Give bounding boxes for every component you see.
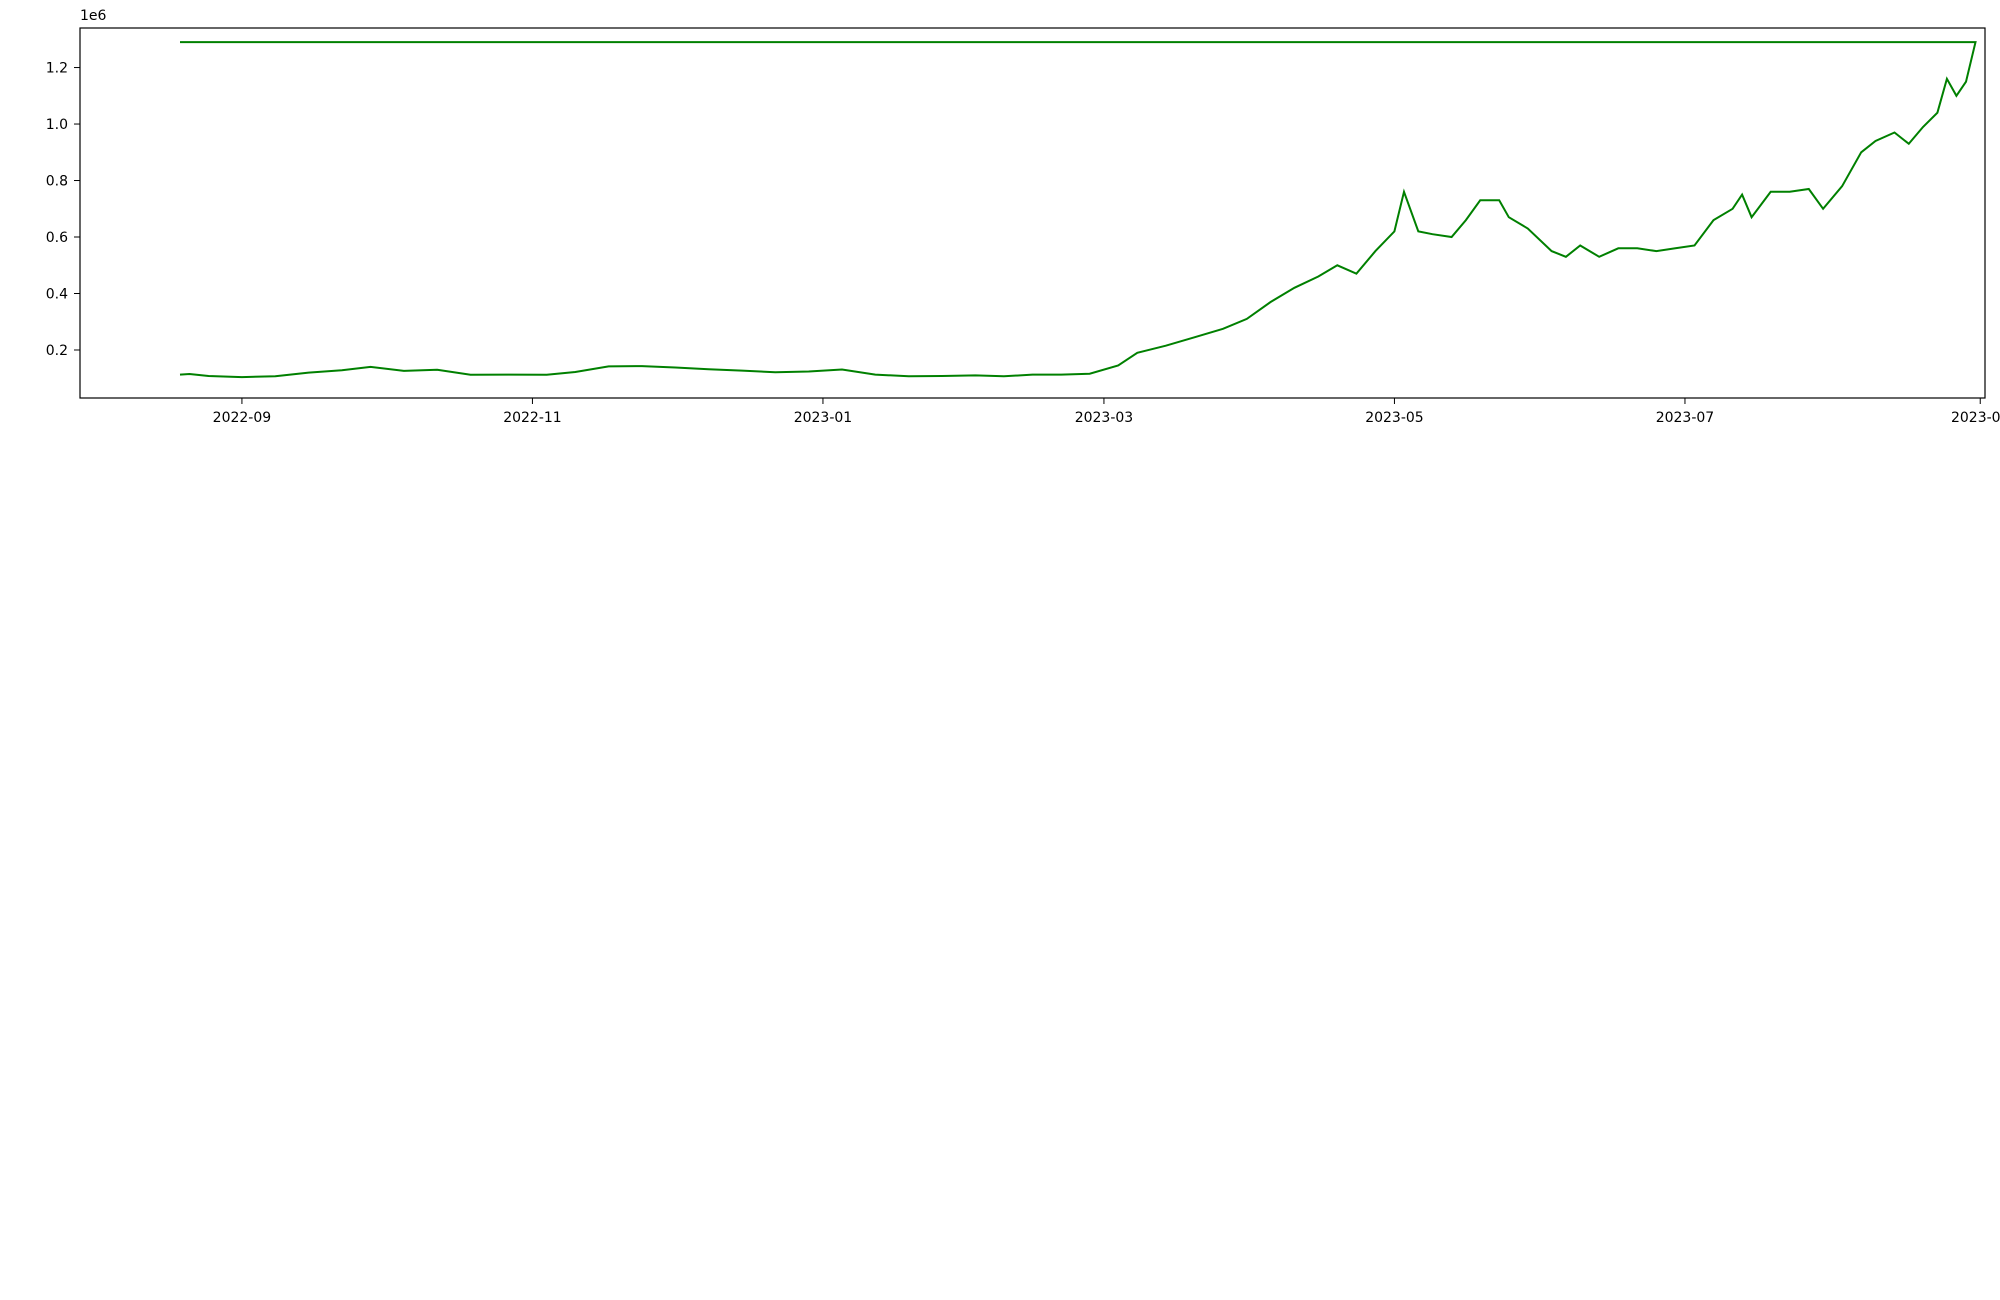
x-tick-label: 2022-11	[503, 410, 562, 426]
date-x-axis: 2022-09 2022-11 2023-01 2023-03 2023-05 2023-…	[213, 398, 2000, 426]
y-tick-label: 0.6	[46, 230, 68, 246]
panel-price: 1e6 0.2 0.4 0.6 0.8 1.0 1.2	[46, 8, 1986, 399]
x-tick-label: 2022-09	[213, 410, 272, 426]
price-line	[179, 41, 1977, 379]
y-tick-label: 1.2	[46, 61, 68, 77]
y-tick-label: 0.2	[46, 343, 68, 359]
y-tick-label: 0.4	[46, 286, 68, 302]
x-tick-label: 2023-07	[1656, 410, 1715, 426]
x-tick-label: 2023-01	[794, 410, 853, 426]
x-tick-label: 2023-03	[1075, 410, 1134, 426]
indicator-panels: 1e6 0.2 0.4 0.6 0.8 1.0 1.2	[46, 8, 1986, 399]
y-tick-label: 0.8	[46, 174, 68, 190]
y-offset-label: 1e6	[80, 8, 107, 24]
panel-frame	[79, 27, 1986, 399]
x-tick-label: 2023-09	[1951, 410, 2000, 426]
x-tick-label: 2023-05	[1365, 410, 1424, 426]
y-tick-label: 1.0	[46, 117, 68, 133]
